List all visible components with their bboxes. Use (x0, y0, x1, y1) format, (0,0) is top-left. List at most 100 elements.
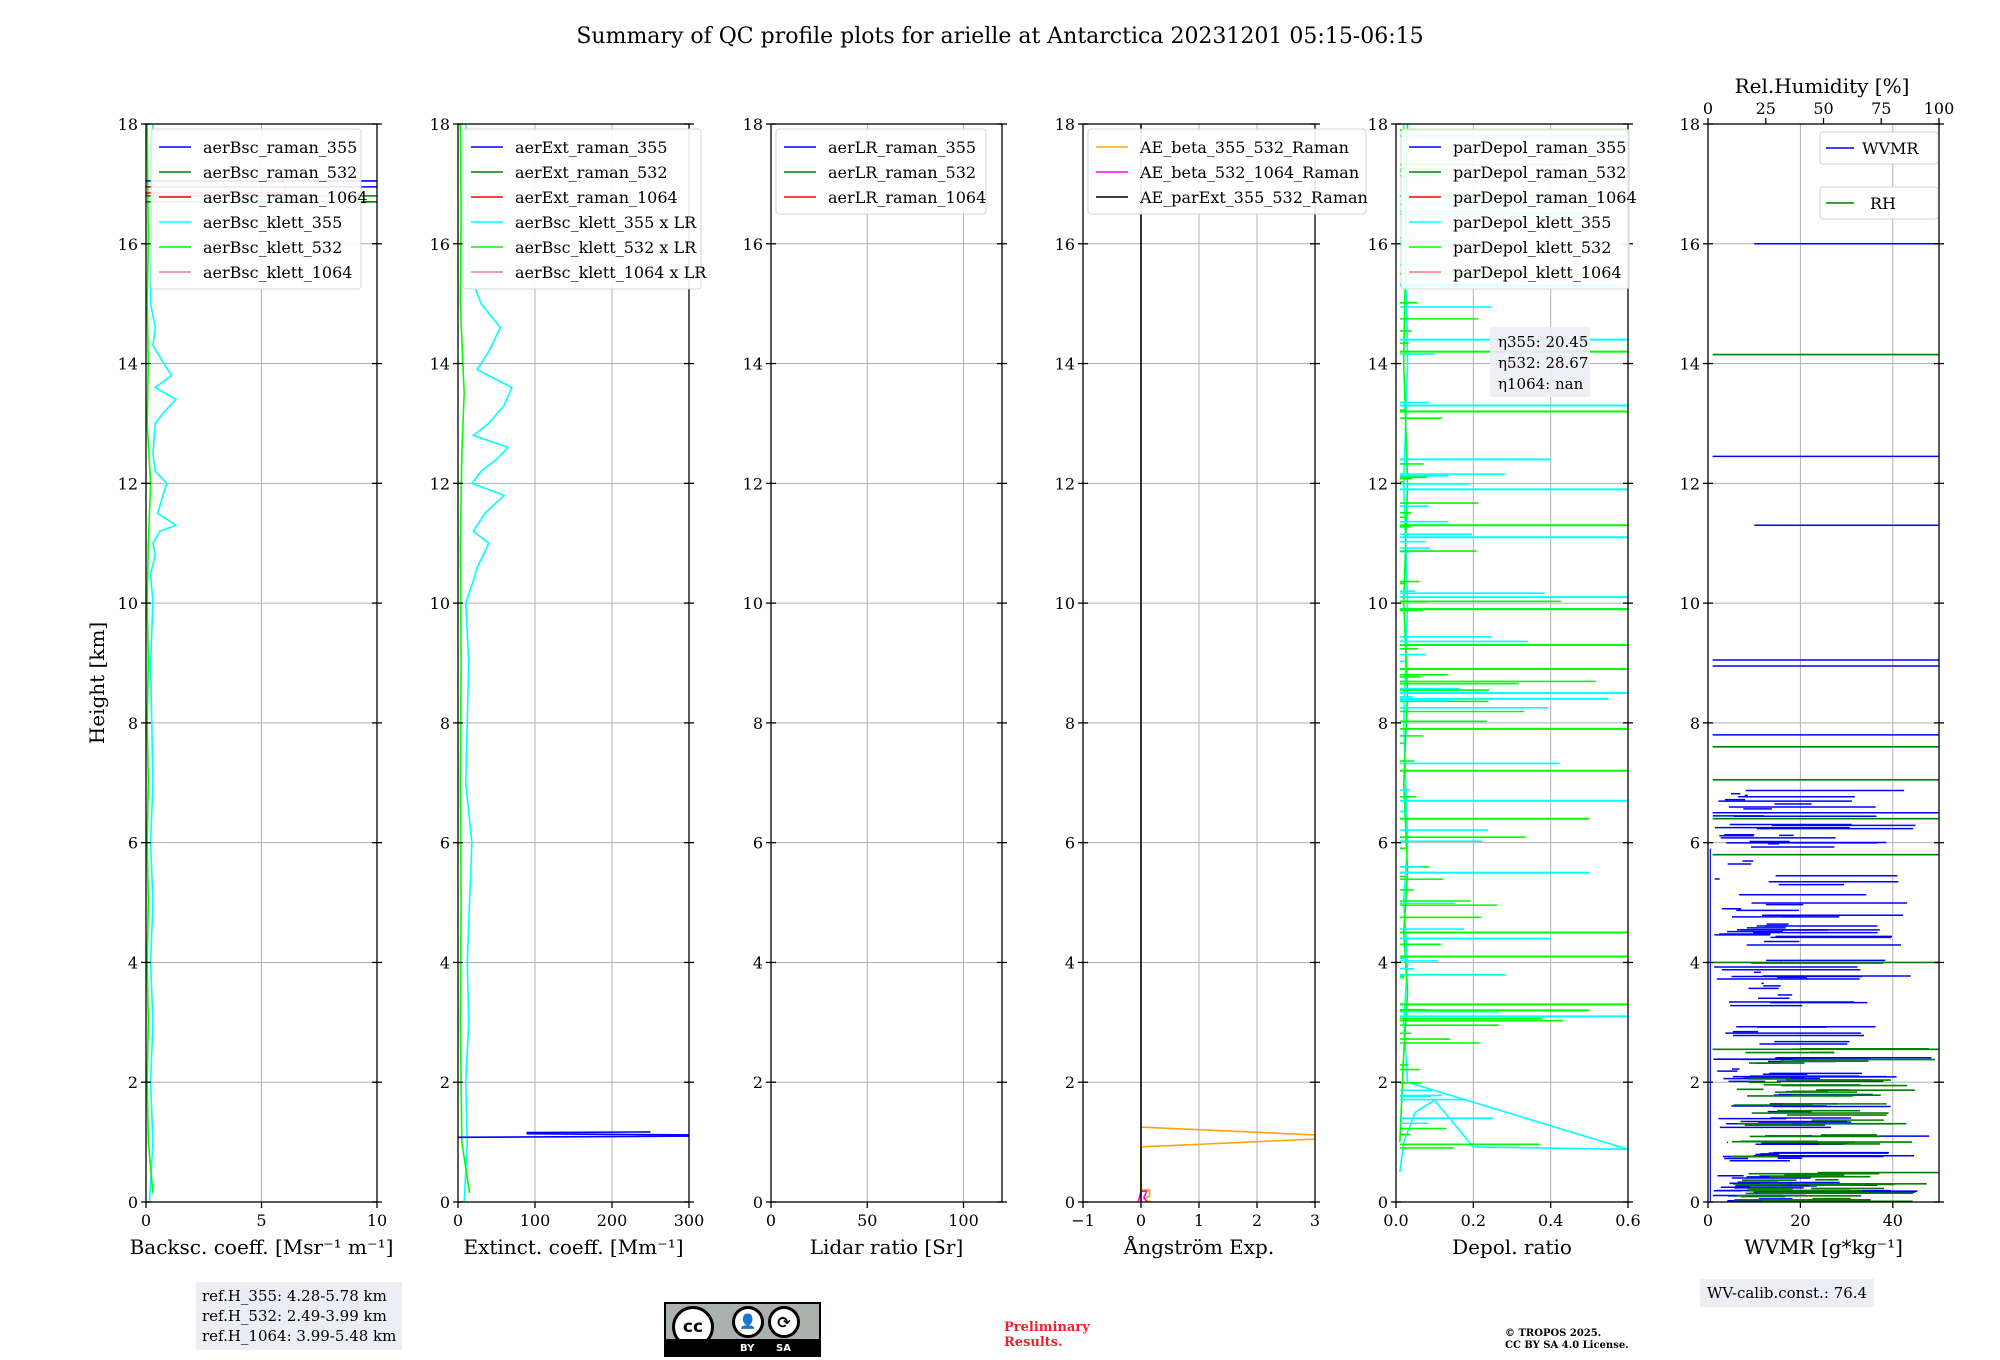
series-group (1399, 124, 1628, 1173)
x-axis-label: Depol. ratio (1452, 1235, 1572, 1259)
y-tick-label: 6 (128, 834, 138, 853)
y-tick-label: 14 (1680, 355, 1700, 374)
panel-backscatter: 0 2 4 6 8 10 12 14 16 18 0 5 10 Backsc. coeff. [Msr⁻¹… (118, 115, 394, 1259)
y-tick-label: 16 (1055, 235, 1075, 254)
legend-label: aerBsc_raman_355 (203, 138, 357, 157)
gridlines (1707, 123, 1939, 1203)
panel-extinction: 0 2 4 6 8 10 12 14 16 18 0 100 200 300 Extinct. coeff.… (430, 115, 708, 1259)
legend-label: WVMR (1862, 139, 1919, 158)
y-tick-label: 2 (1378, 1073, 1388, 1092)
legend-label: parDepol_klett_532 (1453, 238, 1611, 257)
y-tick-label: 10 (118, 594, 138, 613)
legend-label: aerBsc_klett_355 (203, 213, 342, 232)
x-axis-label: WVMR [g*kg⁻¹] (1744, 1235, 1903, 1259)
y-tick-label: 2 (128, 1073, 138, 1092)
y-tick-label: 2 (1690, 1073, 1700, 1092)
legend-label: aerBsc_klett_532 x LR (515, 238, 697, 257)
y-tick-label: 18 (1055, 115, 1075, 134)
y-tick-label: 18 (1368, 115, 1388, 134)
x-tick-label: 0.6 (1615, 1211, 1640, 1230)
y-tick-label: 10 (1368, 594, 1388, 613)
x-tick-label: 40 (1883, 1211, 1903, 1230)
panel-lidar-ratio: 0 2 4 6 8 10 12 14 16 18 0 50 100 Lidar ratio [Sr] aer… (743, 115, 1007, 1259)
series-group (1709, 243, 1939, 1202)
y-tick-label: 8 (128, 714, 138, 733)
legend-label: RH (1870, 194, 1896, 213)
y-tick-label: 8 (1690, 714, 1700, 733)
legend-label: AE_beta_532_1064_Raman (1139, 163, 1359, 182)
y-tick-label: 12 (430, 474, 450, 493)
panel-depolarization: 0 2 4 6 8 10 12 14 16 18 0.0 0.2 0.4 0.6 Depol. ratio p… (1368, 115, 1641, 1259)
y-tick-label: 8 (1065, 714, 1075, 733)
legend-box (1819, 131, 1939, 165)
axes-frame (457, 123, 690, 1203)
y-tick-label: 8 (753, 714, 763, 733)
eta-1064: η1064: nan (1498, 375, 1584, 393)
sa-label: SA (776, 1343, 791, 1354)
wv-calib-box: WV-calib.const.: 76.4 (1700, 1279, 1875, 1307)
legend-label: aerLR_raman_1064 (828, 188, 986, 207)
x-tick-label: 0 (1136, 1211, 1146, 1230)
legend-label: aerLR_raman_355 (828, 138, 976, 157)
legend-label: parDepol_raman_1064 (1453, 188, 1637, 207)
y-tick-label: 0 (440, 1193, 450, 1212)
x-tick-label: 100 (520, 1211, 551, 1230)
y-tick-label: 6 (753, 834, 763, 853)
cc-license-badge: cc 👤 ⟳ BY SA (664, 1302, 821, 1357)
axes-frame (770, 123, 1003, 1203)
legend-label: parDepol_raman_355 (1453, 138, 1626, 157)
legend-label: aerBsc_klett_532 (203, 238, 342, 257)
x-tick-label: 300 (674, 1211, 705, 1230)
x-axis-label: Backsc. coeff. [Msr⁻¹ m⁻¹] (130, 1235, 394, 1259)
gridlines (1082, 123, 1316, 1203)
y-tick-label: 10 (743, 594, 763, 613)
axes-frame (1395, 123, 1629, 1203)
legend-label: aerExt_raman_355 (515, 138, 668, 157)
x-tick-label: 5 (256, 1211, 266, 1230)
legend-box (1400, 128, 1630, 290)
y-tick-label: 12 (1055, 474, 1075, 493)
x-tick-label: 0 (453, 1211, 463, 1230)
legend-label: parDepol_klett_1064 (1453, 263, 1622, 282)
legend-label: aerBsc_klett_1064 (203, 263, 352, 282)
legend-label: AE_parExt_355_532_Raman (1139, 188, 1368, 207)
legend-label: AE_beta_355_532_Raman (1139, 138, 1349, 157)
eta-box: η355: 20.45 η532: 28.67 η1064: nan (1490, 327, 1590, 397)
by-label: BY (740, 1343, 755, 1354)
legend-box (150, 128, 362, 290)
x-tick-label: 0.0 (1383, 1211, 1408, 1230)
x-tick-label: 0 (141, 1211, 151, 1230)
series-aerExt_raman_355 (458, 1131, 689, 1139)
x2-tick-label: 100 (1924, 99, 1955, 118)
y-tick-label: 4 (128, 953, 138, 972)
x2-axis-label: Rel.Humidity [%] (1735, 74, 1910, 98)
x-axis-label: Ångström Exp. (1123, 1234, 1274, 1259)
legend-box (775, 128, 987, 215)
y-tick-label: 12 (743, 474, 763, 493)
x-tick-label: −1 (1071, 1211, 1095, 1230)
y-tick-label: 2 (440, 1073, 450, 1092)
y-tick-label: 2 (753, 1073, 763, 1092)
eta-532: η532: 28.67 (1498, 354, 1588, 372)
x2-tick-label: 50 (1813, 99, 1833, 118)
y-tick-label: 6 (1065, 834, 1075, 853)
x-tick-label: 100 (948, 1211, 979, 1230)
reference-height-box: ref.H_355: 4.28-5.78 km ref.H_532: 2.49-… (196, 1282, 403, 1350)
x-tick-label: 0.4 (1538, 1211, 1563, 1230)
preliminary-results-note: Preliminary Results. (1004, 1320, 1090, 1350)
y-tick-label: 0 (753, 1193, 763, 1212)
legend-label: aerBsc_raman_1064 (203, 188, 368, 207)
y-tick-label: 14 (743, 355, 763, 374)
y-tick-label: 16 (1368, 235, 1388, 254)
y-tick-label: 16 (1680, 235, 1700, 254)
legend-label: parDepol_klett_355 (1453, 213, 1611, 232)
x2-tick-label: 0 (1703, 99, 1713, 118)
x-tick-label: 3 (1310, 1211, 1320, 1230)
y-tick-label: 10 (430, 594, 450, 613)
x2-tick-label: 75 (1871, 99, 1891, 118)
x-tick-label: 0.2 (1461, 1211, 1486, 1230)
y-tick-label: 12 (1680, 474, 1700, 493)
x-tick-label: 10 (367, 1211, 387, 1230)
